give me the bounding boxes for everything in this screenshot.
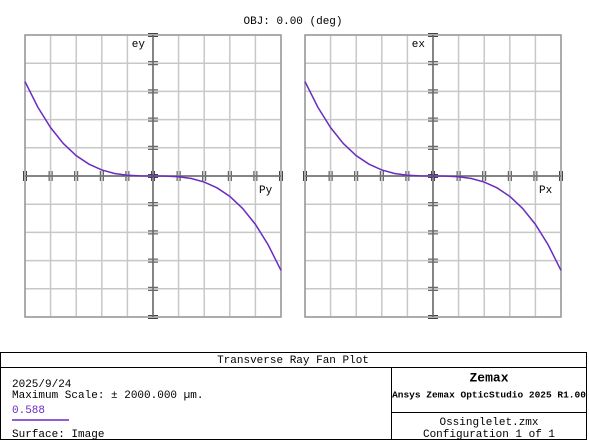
footer-company: Zemax: [469, 370, 508, 385]
plot-title: OBJ: 0.00 (deg): [243, 16, 342, 28]
x-axis-label: Px: [539, 185, 553, 197]
fan-line: [24, 81, 282, 271]
footer-title: Transverse Ray Fan Plot: [217, 355, 369, 367]
y-axis-label: ex: [412, 39, 426, 51]
y-axis-label: ey: [132, 39, 146, 51]
footer-product: Ansys Zemax OpticStudio 2025 R1.00: [392, 390, 586, 401]
footer-surface: Surface: Image: [12, 429, 104, 441]
footer-box: [0, 352, 587, 440]
footer-date: 2025/9/24: [12, 379, 72, 391]
footer-file: Ossinglelet.zmx: [439, 417, 538, 429]
footer-scale: Maximum Scale: ± 2000.000 µm.: [12, 390, 203, 402]
x-axis-label: Py: [259, 185, 273, 197]
legend-label: 0.588: [12, 405, 45, 417]
footer-config: Configuration 1 of 1: [423, 429, 555, 441]
fan-line: [304, 81, 562, 271]
